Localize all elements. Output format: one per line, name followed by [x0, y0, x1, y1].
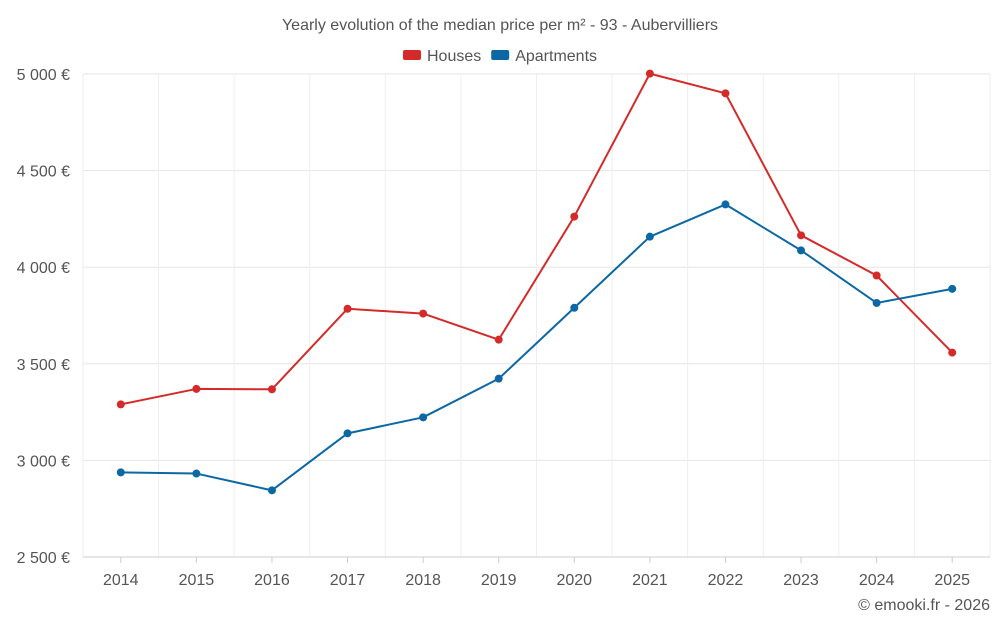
legend-swatch-apartments [491, 50, 510, 60]
apartments-point-2022 [721, 200, 730, 209]
houses-point-2022 [721, 89, 730, 98]
apartments-point-2023 [797, 246, 806, 255]
x-tick-label: 2024 [859, 572, 895, 589]
houses-point-2023 [797, 231, 806, 240]
x-tick-label: 2014 [103, 572, 139, 589]
legend-item-houses: Houses [403, 48, 481, 65]
apartments-point-2017 [343, 429, 352, 438]
x-tick-label: 2025 [934, 572, 970, 589]
legend-label-houses: Houses [427, 48, 481, 65]
apartments-point-2025 [948, 284, 957, 293]
apartments-point-2021 [645, 232, 654, 241]
x-axis: 2014 2015 2016 2017 2018 2019 2020 2021 2022 2023… [83, 556, 990, 589]
apartments-point-2020 [570, 303, 579, 312]
x-tick-label: 2023 [783, 572, 819, 589]
x-tick-label: 2016 [254, 572, 290, 589]
grid [82, 73, 991, 558]
y-tick-label: 4 500 € [17, 164, 70, 181]
x-tick-label: 2020 [556, 572, 592, 589]
y-tick-label: 3 500 € [17, 357, 70, 374]
y-tick-label: 3 000 € [17, 453, 70, 470]
apartments-point-2019 [494, 374, 503, 383]
y-tick-label: 4 000 € [17, 260, 70, 277]
legend-item-apartments: Apartments [491, 48, 597, 65]
x-tick-label: 2015 [179, 572, 215, 589]
copyright-text: © emooki.fr - 2026 [858, 597, 990, 614]
series-houses [116, 69, 957, 409]
y-tick-label: 2 500 € [17, 550, 70, 567]
apartments-point-2014 [116, 468, 125, 477]
x-tick-label: 2019 [481, 572, 517, 589]
houses-point-2025 [948, 348, 957, 357]
houses-point-2016 [267, 385, 276, 394]
y-axis: 2 500 € 3 000 € 3 500 € 4 000 € 4 500 € 5 000… [17, 67, 70, 567]
houses-point-2017 [343, 304, 352, 313]
houses-point-2021 [645, 69, 654, 78]
apartments-point-2015 [192, 469, 201, 478]
series-layer [116, 69, 957, 495]
houses-point-2019 [494, 335, 503, 344]
apartments-point-2024 [872, 298, 881, 307]
x-tick-label: 2017 [330, 572, 366, 589]
x-tick-label: 2022 [708, 572, 744, 589]
series-apartments [116, 200, 957, 495]
legend-swatch-houses [403, 50, 421, 60]
y-tick-label: 5 000 € [17, 67, 70, 84]
houses-point-2015 [192, 384, 201, 393]
apartments-point-2016 [267, 486, 276, 495]
apartments-point-2018 [419, 413, 428, 422]
x-tick-label: 2021 [632, 572, 668, 589]
houses-point-2014 [116, 400, 125, 409]
houses-point-2018 [419, 309, 428, 318]
houses-line [120, 72, 953, 406]
legend-label-apartments: Apartments [515, 48, 597, 65]
houses-point-2020 [570, 212, 579, 221]
x-tick-label: 2018 [405, 572, 441, 589]
apartments-line [120, 203, 953, 492]
houses-point-2024 [872, 271, 881, 280]
legend: Houses Apartments [403, 48, 597, 65]
chart-title: Yearly evolution of the median price per… [282, 17, 718, 34]
